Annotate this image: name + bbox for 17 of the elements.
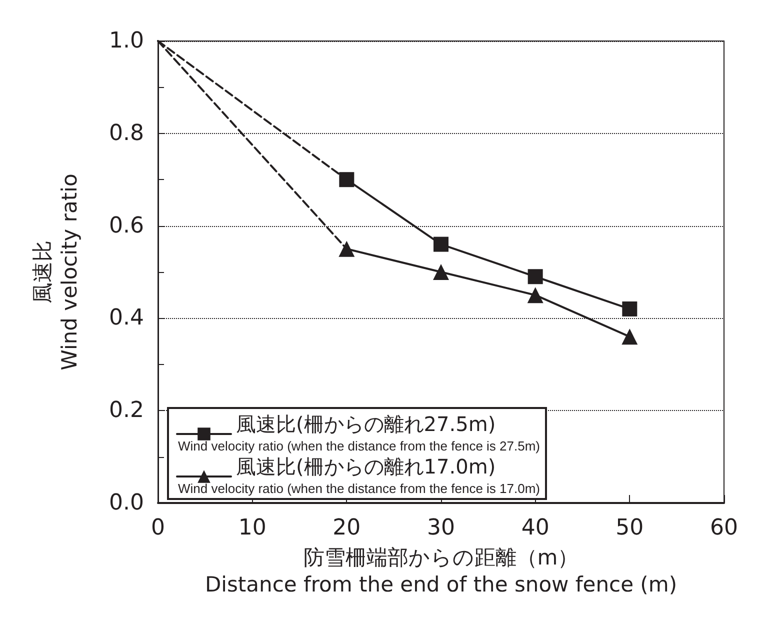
y-tick-label: 0.2 xyxy=(109,398,144,424)
y-tick-label: 0.6 xyxy=(109,213,144,238)
y-tick-label: 1.0 xyxy=(109,28,144,54)
x-tick-label: 50 xyxy=(616,516,644,540)
legend-label: 風速比(柵からの離れ17.0m) Wind velocity ratio (when the distance from the fence is 17.0m) xyxy=(178,454,540,496)
y-tick-label: 0.4 xyxy=(109,306,144,331)
x-tick-label: 40 xyxy=(521,516,550,540)
x-tick-label: 0 xyxy=(151,516,165,540)
x-tick-label: 10 xyxy=(238,516,266,540)
x-tick-label: 30 xyxy=(427,516,455,540)
y-axis-title: 風速比 Wind velocity ratio xyxy=(30,174,82,370)
y-tick-label: 0.0 xyxy=(109,490,144,516)
y-tick-label: 0.8 xyxy=(109,120,144,146)
x-axis-title: 防雪柵端部からの距離（m） Distance from the end of the snow fence (m) xyxy=(204,545,678,596)
x-tick-label: 20 xyxy=(332,516,361,540)
x-tick-label: 60 xyxy=(710,516,738,540)
legend-label: 風速比(柵からの離れ27.5m) Wind velocity ratio (when the distance from the fence is 27.5m) xyxy=(178,412,540,454)
